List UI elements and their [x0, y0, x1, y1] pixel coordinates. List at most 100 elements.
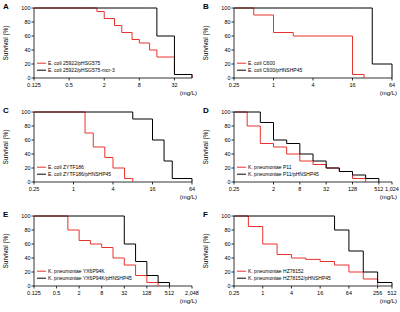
legend-label: K. pneumoniae HZ78152: [248, 268, 304, 274]
x-tick: [352, 182, 353, 185]
y-tick-label: 60: [24, 137, 30, 143]
y-axis-label: Survival (%): [202, 129, 210, 164]
x-tick-label: 128: [348, 186, 357, 192]
y-tick-label: 0: [27, 75, 30, 81]
survival-line: [34, 8, 192, 78]
legend-label: E. coli 25922/pHSG575-mcr-3: [48, 67, 115, 73]
x-tick: [392, 78, 393, 81]
y-axis-line: [234, 216, 235, 286]
survival-line: [34, 216, 158, 286]
legend-swatch: [237, 167, 246, 168]
y-tick-label: 80: [24, 227, 30, 233]
x-tick-label: 0.5: [65, 82, 73, 88]
y-tick-label: 100: [21, 5, 30, 11]
x-tick: [299, 182, 300, 185]
y-tick-label: 60: [224, 137, 230, 143]
legend-swatch: [37, 70, 46, 71]
y-tick-label: 60: [24, 241, 30, 247]
y-axis-label: Survival (%): [2, 129, 10, 164]
y-axis-line: [234, 112, 235, 182]
x-tick: [378, 182, 379, 185]
plot-area: [34, 8, 192, 78]
y-tick: [232, 216, 235, 217]
y-tick: [32, 154, 35, 155]
survival-line: [34, 112, 192, 182]
figure: ASurvival (%)0204060801000.1250.52832(mg…: [0, 0, 400, 312]
x-tick: [392, 182, 393, 185]
x-tick: [34, 78, 35, 81]
x-tick: [174, 78, 175, 81]
x-tick-label: 64: [389, 82, 395, 88]
x-tick-label: 0.125: [27, 82, 41, 88]
panel: BSurvival (%)0204060801000.25141664(mg/L…: [202, 2, 397, 96]
y-axis-label: Survival (%): [2, 25, 10, 60]
x-tick: [124, 286, 125, 289]
y-tick: [32, 244, 35, 245]
y-tick-label: 0: [27, 283, 30, 289]
x-axis-label: (mg/L): [380, 194, 397, 200]
y-tick: [232, 272, 235, 273]
x-axis-label: (mg/L): [180, 194, 197, 200]
x-tick-label: 512: [387, 290, 396, 296]
x-tick: [234, 78, 235, 81]
y-axis-line: [34, 216, 35, 286]
legend-swatch: [37, 167, 46, 168]
y-tick-label: 40: [224, 151, 230, 157]
x-tick-label: 1: [272, 82, 275, 88]
panel-label: E: [3, 210, 9, 219]
y-tick: [32, 22, 35, 23]
plot-area: [34, 112, 192, 182]
panel: DSurvival (%)0204060801000.2528321285121…: [202, 106, 399, 200]
survival-line: [34, 216, 169, 286]
y-tick: [232, 8, 235, 9]
x-tick-label: 2: [272, 186, 275, 192]
y-tick: [32, 8, 35, 9]
y-axis-line: [34, 112, 35, 182]
y-tick-label: 60: [224, 241, 230, 247]
x-axis-label: (mg/L): [380, 298, 397, 304]
y-tick: [232, 50, 235, 51]
legend-swatch: [237, 63, 246, 64]
y-tick-label: 0: [227, 283, 230, 289]
y-tick-label: 40: [24, 255, 30, 261]
x-tick: [234, 182, 235, 185]
y-tick-label: 100: [221, 109, 230, 115]
y-tick-label: 20: [24, 61, 30, 67]
x-tick-label: 0.25: [229, 186, 240, 192]
y-tick: [232, 140, 235, 141]
legend-label: E. coli ZYTF186/pHNSHP45: [48, 171, 111, 177]
x-axis-line: [34, 286, 192, 287]
legend-label: K. pneumoniae HZ78152/pHNSHP45: [248, 275, 331, 281]
plot-area: [34, 216, 169, 286]
y-tick: [232, 230, 235, 231]
x-tick-label: 512: [165, 290, 174, 296]
panel: FSurvival (%)0204060801000.2514166425651…: [202, 210, 397, 304]
x-tick: [392, 286, 393, 289]
x-tick: [313, 78, 314, 81]
x-tick-label: 2: [78, 290, 81, 296]
x-tick-label: 8: [298, 186, 301, 192]
y-axis-line: [234, 8, 235, 78]
x-tick: [234, 286, 235, 289]
x-axis-line: [234, 286, 392, 287]
y-tick-label: 100: [21, 213, 30, 219]
y-tick: [232, 244, 235, 245]
x-tick: [377, 286, 378, 289]
x-tick: [192, 286, 193, 289]
x-tick-label: 4: [111, 186, 114, 192]
y-tick: [232, 154, 235, 155]
y-tick: [32, 50, 35, 51]
x-tick: [348, 286, 349, 289]
legend-swatch: [237, 278, 246, 279]
y-tick-label: 20: [224, 61, 230, 67]
y-tick-label: 100: [221, 5, 230, 11]
y-tick-label: 100: [221, 213, 230, 219]
x-tick: [56, 286, 57, 289]
plot-area: [234, 8, 392, 78]
legend-swatch: [37, 63, 46, 64]
x-tick-label: 1: [261, 290, 264, 296]
x-tick-label: 4: [311, 82, 314, 88]
plot-area: [234, 112, 379, 182]
x-tick: [79, 286, 80, 289]
x-tick: [139, 78, 140, 81]
